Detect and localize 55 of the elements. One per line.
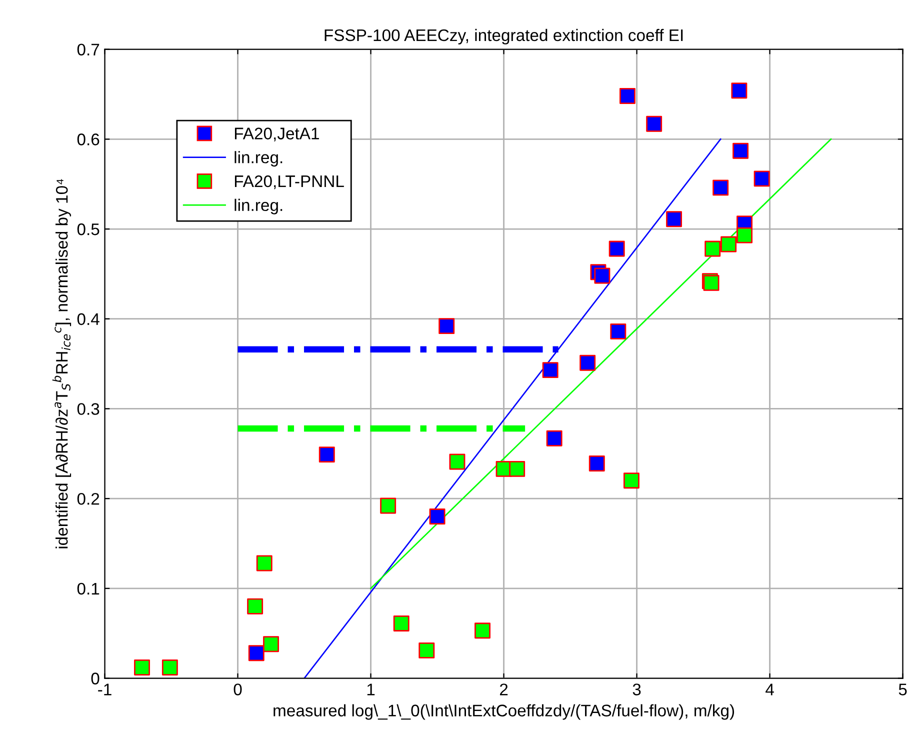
point [509, 460, 526, 477]
point [429, 508, 446, 525]
point [620, 88, 636, 104]
point [720, 236, 737, 252]
point [666, 211, 682, 228]
point [546, 430, 562, 446]
point [247, 598, 264, 614]
legend-label: FA20,LT-PNNL [234, 175, 344, 190]
point [256, 555, 272, 572]
point [732, 142, 749, 159]
point [542, 362, 558, 378]
y-tick-label: 0.4 [77, 313, 100, 326]
x-tick-label: 3 [632, 684, 641, 696]
x-tick-label: 0 [234, 684, 242, 696]
y-tick-label: 0.2 [77, 492, 100, 505]
point [594, 268, 610, 284]
point [438, 318, 455, 334]
x-axis-title: measured log\_1\_0(\Int\IntExtCoeffdzdy/(TAS/fuel-flow), m/kg) [274, 704, 734, 720]
y-tick-label: 0.3 [77, 403, 100, 415]
text: identified [A∂RH/∂z$^{a}$T$_{S}$$^{b}$RH$_{ice}$$^{c}$], normalised by 10⁴ [52, 179, 72, 548]
point [754, 170, 770, 187]
point [580, 354, 596, 371]
point [736, 227, 752, 244]
point [248, 645, 264, 662]
y-tick-label: 0.6 [77, 134, 100, 146]
point [393, 615, 410, 632]
x-tick-label: -1 [98, 684, 112, 696]
point [418, 642, 435, 658]
point [608, 240, 625, 257]
point [646, 116, 662, 132]
point [731, 82, 748, 99]
y-tick-label: 0.1 [77, 582, 100, 595]
point [712, 180, 729, 196]
x-tick-label: 4 [766, 684, 774, 696]
legend-label: FA20,JetA1 [234, 128, 319, 142]
point [474, 622, 490, 639]
x-tick-label: 1 [367, 684, 375, 696]
point [162, 660, 178, 676]
y-tick-label: 0.7 [77, 44, 100, 56]
point [134, 660, 150, 676]
point [610, 323, 626, 340]
x-tick-label: 2 [500, 684, 508, 696]
point [588, 456, 605, 472]
chart-title: FSSP-100 AEECzy, integrated extinction coeff EI [324, 28, 683, 44]
point [263, 636, 279, 652]
point [380, 498, 396, 514]
y-tick-label: 0.5 [77, 223, 100, 236]
legend-label: lin.reg. [234, 198, 282, 214]
point [449, 454, 466, 470]
point [318, 446, 335, 463]
x-tick-label: 5 [898, 684, 907, 696]
point [623, 472, 640, 489]
point [704, 240, 721, 257]
legend-label: lin.reg. [234, 151, 282, 167]
y-tick-label: 0 [91, 672, 100, 684]
